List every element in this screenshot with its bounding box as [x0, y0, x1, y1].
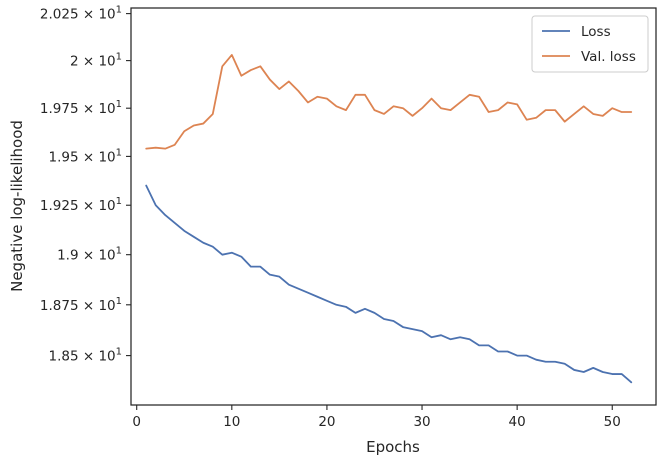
x-tick-label: 10: [223, 414, 240, 430]
x-tick-label: 30: [413, 414, 430, 430]
legend-label-loss: Loss: [581, 24, 611, 40]
y-tick-label: 2.025 × 101: [40, 5, 122, 23]
plot-area: [130, 7, 657, 406]
y-tick-label: 1.875 × 101: [40, 296, 122, 314]
legend: Loss Val. loss: [531, 15, 649, 73]
x-tick-label: 20: [318, 414, 335, 430]
series-line-val-loss: [145, 54, 633, 150]
x-axis-label: Epochs: [366, 438, 420, 456]
y-axis-label: Negative log-likelihood: [8, 120, 26, 292]
series-lines: [145, 54, 633, 384]
legend-frame: [531, 15, 649, 73]
y-tick-label: 1.95 × 101: [48, 147, 122, 165]
y-tick-label: 1.85 × 101: [48, 347, 122, 365]
x-axis: 0 10 20 30 40 50: [132, 405, 621, 430]
x-tick-label: 50: [604, 414, 621, 430]
y-tick-label: 1.925 × 101: [40, 196, 122, 214]
y-tick-label: 2 × 101: [70, 52, 122, 70]
y-axis: 1.85 × 101 1.875 × 101 1.9 × 101 1.925 × 10…: [40, 5, 131, 365]
y-tick-label: 1.9 × 101: [57, 246, 122, 264]
y-tick-label: 1.975 × 101: [40, 99, 122, 117]
x-tick-label: 40: [509, 414, 526, 430]
legend-label-val-loss: Val. loss: [581, 49, 636, 65]
series-line-loss: [145, 184, 633, 384]
x-tick-label: 0: [132, 414, 141, 430]
